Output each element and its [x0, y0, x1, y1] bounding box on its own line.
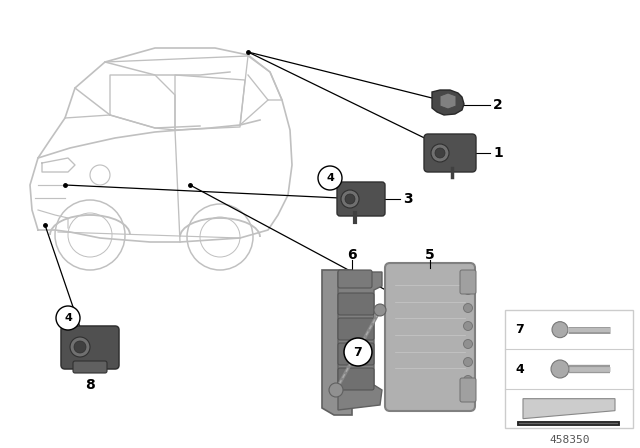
Circle shape — [552, 322, 568, 338]
Circle shape — [341, 190, 359, 208]
Circle shape — [345, 194, 355, 204]
FancyBboxPatch shape — [338, 343, 374, 365]
Text: 458350: 458350 — [550, 435, 590, 445]
FancyBboxPatch shape — [385, 263, 475, 411]
Circle shape — [463, 375, 472, 384]
Text: 5: 5 — [425, 248, 435, 262]
Text: 7: 7 — [354, 345, 362, 358]
Text: 4: 4 — [515, 362, 524, 375]
FancyBboxPatch shape — [73, 361, 107, 373]
Circle shape — [56, 306, 80, 330]
FancyBboxPatch shape — [61, 326, 119, 369]
Text: 1: 1 — [493, 146, 503, 160]
Circle shape — [463, 303, 472, 313]
Circle shape — [551, 360, 569, 378]
Circle shape — [344, 338, 372, 366]
Polygon shape — [440, 93, 456, 109]
Circle shape — [431, 144, 449, 162]
FancyBboxPatch shape — [338, 270, 372, 288]
Circle shape — [70, 337, 90, 357]
Polygon shape — [338, 272, 382, 410]
Circle shape — [463, 322, 472, 331]
FancyBboxPatch shape — [338, 318, 374, 340]
Circle shape — [463, 285, 472, 294]
Polygon shape — [432, 90, 464, 115]
Text: 3: 3 — [403, 192, 413, 206]
Text: 8: 8 — [85, 378, 95, 392]
Circle shape — [318, 166, 342, 190]
Polygon shape — [523, 399, 615, 419]
FancyBboxPatch shape — [460, 270, 476, 294]
Text: 4: 4 — [64, 313, 72, 323]
Circle shape — [329, 383, 343, 397]
FancyBboxPatch shape — [337, 182, 385, 216]
FancyBboxPatch shape — [460, 378, 476, 402]
FancyBboxPatch shape — [338, 293, 374, 315]
Circle shape — [463, 340, 472, 349]
Text: 2: 2 — [493, 98, 503, 112]
Text: 7: 7 — [515, 323, 524, 336]
Bar — [505, 310, 633, 428]
Circle shape — [435, 148, 445, 158]
Circle shape — [374, 304, 386, 316]
FancyBboxPatch shape — [338, 368, 374, 390]
Text: 4: 4 — [326, 173, 334, 183]
FancyBboxPatch shape — [424, 134, 476, 172]
Circle shape — [463, 358, 472, 366]
Polygon shape — [322, 270, 352, 415]
Circle shape — [74, 341, 86, 353]
Text: 6: 6 — [347, 248, 357, 262]
